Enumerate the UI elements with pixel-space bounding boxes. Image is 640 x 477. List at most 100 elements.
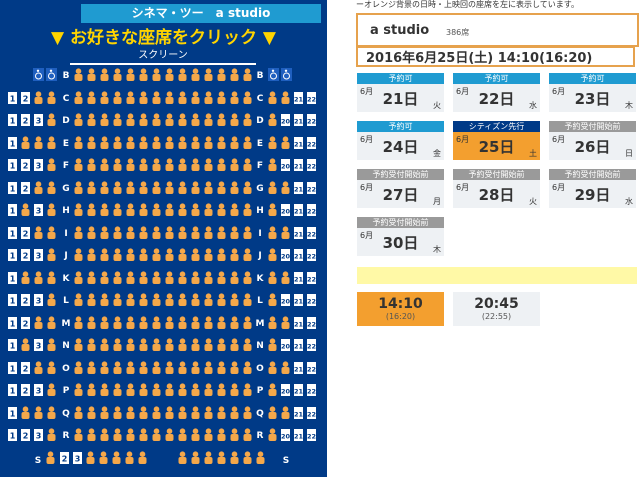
available-seat-1[interactable]: 1 bbox=[8, 294, 17, 306]
date-option-9[interactable]: 予約受付開始前 6月 29日水 bbox=[549, 169, 636, 208]
available-seat-22[interactable]: 22 bbox=[307, 204, 316, 216]
available-seat-22[interactable]: 22 bbox=[307, 249, 316, 261]
available-seat-22[interactable]: 22 bbox=[307, 362, 316, 374]
available-seat-3[interactable]: 3 bbox=[34, 159, 43, 171]
available-seat-3[interactable]: 3 bbox=[34, 429, 43, 441]
available-seat-20[interactable]: 20 bbox=[281, 204, 291, 216]
date-option-4[interactable]: 予約可 6月 24日金 bbox=[357, 121, 444, 160]
available-seat-3[interactable]: 3 bbox=[34, 384, 43, 396]
available-seat-2[interactable]: 2 bbox=[21, 159, 30, 171]
available-seat-21[interactable]: 21 bbox=[294, 272, 304, 284]
available-seat-2[interactable]: 2 bbox=[21, 227, 30, 239]
available-seat-2[interactable]: 2 bbox=[21, 317, 30, 329]
available-seat-1[interactable]: 1 bbox=[8, 317, 17, 329]
available-seat-22[interactable]: 22 bbox=[307, 159, 316, 171]
available-seat-21[interactable]: 21 bbox=[294, 92, 304, 104]
date-day: 23日 bbox=[574, 90, 611, 108]
available-seat-22[interactable]: 22 bbox=[307, 182, 316, 194]
available-seat-2[interactable]: 2 bbox=[21, 114, 30, 126]
available-seat-1[interactable]: 1 bbox=[8, 272, 17, 284]
date-option-7[interactable]: 予約受付開始前 6月 27日月 bbox=[357, 169, 444, 208]
wheelchair-icon[interactable] bbox=[33, 68, 44, 81]
available-seat-2[interactable]: 2 bbox=[21, 249, 30, 261]
available-seat-1[interactable]: 1 bbox=[8, 92, 17, 104]
available-seat-21[interactable]: 21 bbox=[294, 339, 304, 351]
available-seat-1[interactable]: 1 bbox=[8, 249, 17, 261]
wheelchair-icon[interactable] bbox=[281, 68, 292, 81]
available-seat-1[interactable]: 1 bbox=[8, 114, 17, 126]
date-option-3[interactable]: 予約可 6月 23日木 bbox=[549, 73, 636, 112]
showtime-option-2[interactable]: 20:45 (22:55) bbox=[453, 292, 540, 326]
available-seat-20[interactable]: 20 bbox=[281, 429, 291, 441]
available-seat-1[interactable]: 1 bbox=[8, 204, 17, 216]
available-seat-2[interactable]: 2 bbox=[21, 429, 30, 441]
date-option-10[interactable]: 予約受付開始前 6月 30日木 bbox=[357, 217, 444, 256]
available-seat-21[interactable]: 21 bbox=[294, 294, 304, 306]
available-seat-21[interactable]: 21 bbox=[294, 384, 304, 396]
available-seat-22[interactable]: 22 bbox=[307, 114, 316, 126]
available-seat-22[interactable]: 22 bbox=[307, 294, 316, 306]
available-seat-3[interactable]: 3 bbox=[34, 339, 43, 351]
available-seat-21[interactable]: 21 bbox=[294, 182, 304, 194]
available-seat-22[interactable]: 22 bbox=[307, 407, 316, 419]
available-seat-22[interactable]: 22 bbox=[307, 339, 316, 351]
available-seat-21[interactable]: 21 bbox=[294, 159, 304, 171]
date-option-2[interactable]: 予約可 6月 22日水 bbox=[453, 73, 540, 112]
available-seat-21[interactable]: 21 bbox=[294, 227, 304, 239]
available-seat-21[interactable]: 21 bbox=[294, 204, 304, 216]
available-seat-21[interactable]: 21 bbox=[294, 249, 304, 261]
date-month: 6月 bbox=[456, 183, 470, 192]
available-seat-1[interactable]: 1 bbox=[8, 159, 17, 171]
available-seat-2[interactable]: 2 bbox=[21, 362, 30, 374]
available-seat-22[interactable]: 22 bbox=[307, 317, 316, 329]
available-seat-22[interactable]: 22 bbox=[307, 272, 316, 284]
available-seat-1[interactable]: 1 bbox=[8, 339, 17, 351]
available-seat-22[interactable]: 22 bbox=[307, 227, 316, 239]
available-seat-21[interactable]: 21 bbox=[294, 137, 304, 149]
date-option-5[interactable]: シティズン先行 6月 25日土 bbox=[453, 121, 540, 160]
available-seat-1[interactable]: 1 bbox=[8, 137, 17, 149]
available-seat-20[interactable]: 20 bbox=[281, 294, 291, 306]
date-option-8[interactable]: 予約受付開始前 6月 28日火 bbox=[453, 169, 540, 208]
available-seat-1[interactable]: 1 bbox=[8, 407, 17, 419]
occupied-seat bbox=[281, 136, 290, 149]
available-seat-20[interactable]: 20 bbox=[281, 249, 291, 261]
available-seat-22[interactable]: 22 bbox=[307, 429, 316, 441]
date-option-6[interactable]: 予約受付開始前 6月 26日日 bbox=[549, 121, 636, 160]
available-seat-2[interactable]: 2 bbox=[21, 92, 30, 104]
wheelchair-icon[interactable] bbox=[268, 68, 279, 81]
occupied-seat bbox=[230, 91, 239, 104]
available-seat-1[interactable]: 1 bbox=[8, 429, 17, 441]
date-option-1[interactable]: 予約可 6月 21日火 bbox=[357, 73, 444, 112]
available-seat-22[interactable]: 22 bbox=[307, 384, 316, 396]
available-seat-2[interactable]: 2 bbox=[21, 294, 30, 306]
available-seat-3[interactable]: 3 bbox=[34, 294, 43, 306]
available-seat-22[interactable]: 22 bbox=[307, 137, 316, 149]
available-seat-2[interactable]: 2 bbox=[21, 384, 30, 396]
available-seat-20[interactable]: 20 bbox=[281, 339, 291, 351]
available-seat-1[interactable]: 1 bbox=[8, 362, 17, 374]
available-seat-21[interactable]: 21 bbox=[294, 429, 304, 441]
seat-map-svg[interactable]: B B1 2 C C 21 221 2 3 D D 20 21 221 E E 21 221 2 3 F F 20 21 221… bbox=[0, 0, 327, 477]
available-seat-1[interactable]: 1 bbox=[8, 384, 17, 396]
available-seat-1[interactable]: 1 bbox=[8, 227, 17, 239]
available-seat-21[interactable]: 21 bbox=[294, 407, 304, 419]
available-seat-20[interactable]: 20 bbox=[281, 114, 291, 126]
available-seat-2[interactable]: 2 bbox=[21, 182, 30, 194]
showtime-option-1[interactable]: 14:10 (16:20) bbox=[357, 292, 444, 326]
occupied-seat bbox=[165, 203, 174, 216]
available-seat-20[interactable]: 20 bbox=[281, 384, 291, 396]
row-letter: R bbox=[63, 431, 70, 441]
available-seat-22[interactable]: 22 bbox=[307, 92, 316, 104]
available-seat-3[interactable]: 3 bbox=[34, 249, 43, 261]
available-seat-1[interactable]: 1 bbox=[8, 182, 17, 194]
available-seat-3[interactable]: 3 bbox=[34, 204, 43, 216]
available-seat-3[interactable]: 3 bbox=[34, 114, 43, 126]
available-seat-21[interactable]: 21 bbox=[294, 317, 304, 329]
available-seat-21[interactable]: 21 bbox=[294, 114, 304, 126]
wheelchair-icon[interactable] bbox=[46, 68, 57, 81]
available-seat-21[interactable]: 21 bbox=[294, 362, 304, 374]
available-seat-3[interactable]: 3 bbox=[73, 452, 82, 464]
available-seat-2[interactable]: 2 bbox=[60, 452, 69, 464]
available-seat-20[interactable]: 20 bbox=[281, 159, 291, 171]
